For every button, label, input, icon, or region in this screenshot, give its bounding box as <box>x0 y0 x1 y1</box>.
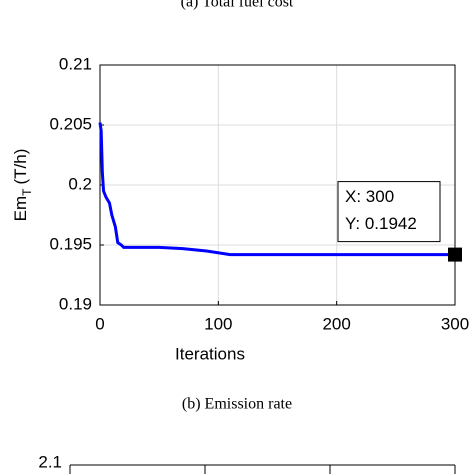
x-tick-label: 100 <box>204 314 232 333</box>
datatip-marker <box>448 247 462 262</box>
y-tick-label: 2.1 <box>38 452 62 471</box>
y-tick-label: 0.2 <box>68 174 92 193</box>
x-tick-label: 300 <box>441 314 469 333</box>
y-tick-label: 0.21 <box>59 54 92 73</box>
y-label-rest: (T/h) <box>11 149 30 185</box>
plot-frame <box>99 64 456 306</box>
datatip-box <box>337 181 441 243</box>
y-label-sub: T <box>20 188 34 196</box>
datatip-label: Y: 0.1942 <box>345 214 417 233</box>
y-label-main: Em <box>11 196 30 222</box>
datatip-label: X: 300 <box>345 187 394 206</box>
x-tick-label: 200 <box>322 314 350 333</box>
caption: (b) Emission rate <box>182 396 292 413</box>
y-axis-label: EmT (T/h) <box>11 149 34 222</box>
y-tick-label: 0.19 <box>59 294 92 313</box>
y-tick-label: 0.195 <box>49 234 92 253</box>
line <box>98 122 455 257</box>
y-tick-label: 0.205 <box>49 114 92 133</box>
x-tick-label: 0 <box>95 314 104 333</box>
x-axis-label: Iterations <box>175 344 245 363</box>
caption: (a) Total fuel cost <box>181 0 294 11</box>
